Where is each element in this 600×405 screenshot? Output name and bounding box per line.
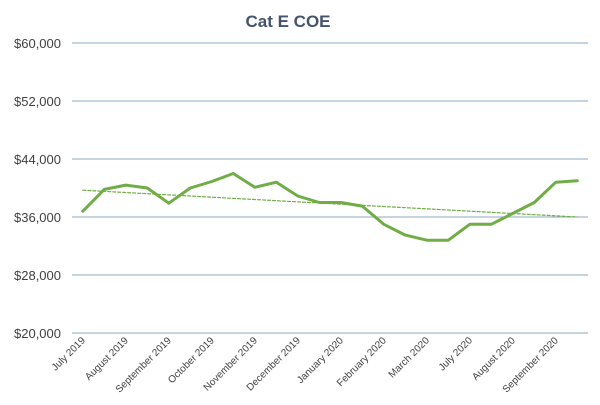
data-point: [103, 188, 105, 191]
data-point: [383, 223, 385, 225]
data-point: [232, 172, 234, 175]
data-point: [297, 195, 299, 197]
data-point: [469, 223, 471, 225]
data-point: [82, 210, 84, 212]
data-point: [576, 180, 578, 182]
y-tick-label: $44,000: [14, 152, 61, 167]
data-point: [211, 180, 213, 183]
data-point: [275, 181, 277, 183]
data-point: [189, 187, 191, 189]
x-tick-label: August 2020: [470, 335, 518, 383]
data-point: [533, 201, 535, 204]
data-point: [340, 201, 342, 204]
data-point: [447, 239, 449, 241]
x-tick-label: August 2019: [83, 335, 131, 383]
data-point: [555, 181, 557, 183]
y-tick-label: $28,000: [14, 268, 61, 283]
data-point: [404, 234, 406, 236]
gridlines: [72, 42, 588, 334]
series-line: [81, 172, 579, 242]
x-tick-label: March 2020: [387, 335, 432, 380]
data-point: [254, 186, 256, 188]
data-point: [426, 239, 428, 241]
data-point: [168, 202, 170, 204]
chart-title: Cat E COE: [245, 12, 330, 31]
y-tick-label: $52,000: [14, 94, 61, 109]
y-tick-label: $60,000: [14, 36, 61, 51]
data-point: [490, 223, 492, 225]
trendline: [82, 189, 578, 218]
x-tick-label: July 2020: [437, 335, 475, 373]
y-tick-label: $20,000: [14, 326, 61, 341]
data-point: [146, 187, 148, 189]
data-point: [125, 184, 127, 186]
y-axis-tick-labels: $20,000 $28,000 $36,000 $44,000 $52,000 $60,0…: [14, 36, 61, 341]
series-layer: [81, 172, 579, 242]
y-tick-label: $36,000: [14, 210, 61, 225]
